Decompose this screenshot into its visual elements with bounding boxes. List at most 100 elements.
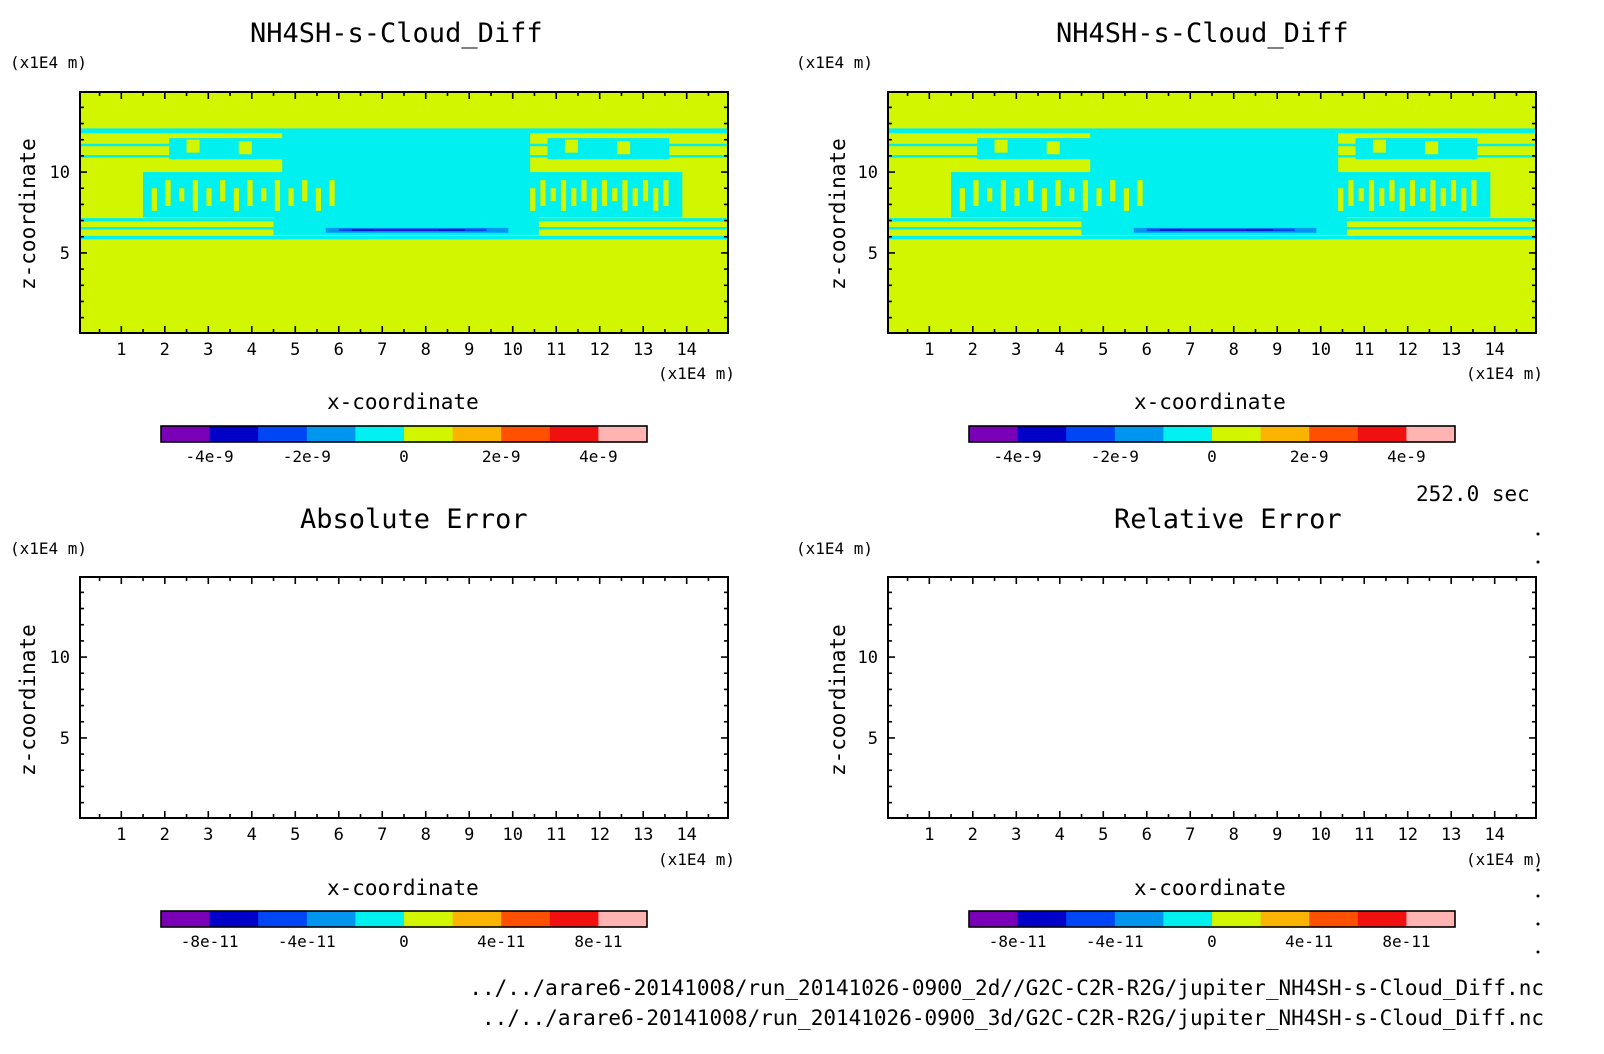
cloud-cell-stripe	[959, 188, 965, 211]
x-tick-label: 2	[160, 340, 170, 360]
colorbar: -8e-11 -4e-11 0 4e-11 8e-11	[160, 910, 648, 951]
cloud-cell-stripe	[302, 180, 308, 202]
panel-1-x-unit: (x1E4 m)	[658, 364, 736, 383]
colorbar-swatch	[1163, 911, 1213, 927]
cloud-cell-stripe	[1440, 188, 1446, 207]
cloud-cell-stripe	[653, 188, 659, 211]
x-tick-label: 14	[676, 825, 696, 845]
x-tick-label: 13	[1441, 825, 1461, 845]
colorbar-swatch	[161, 426, 211, 442]
x-tick-label: 10	[502, 825, 522, 845]
cloud-cell-stripe	[165, 180, 171, 207]
colorbar-swatch	[1017, 426, 1067, 442]
cloud-cell-stripe	[238, 141, 252, 155]
colorbar-swatch	[258, 426, 308, 442]
x-tick-label: 9	[1272, 825, 1282, 845]
contour-fill	[888, 128, 1536, 240]
colorbar-swatch	[161, 911, 211, 927]
cloud-cell-stripe	[329, 180, 335, 207]
cloud-cell-stripe	[1055, 180, 1061, 207]
cloud-cell-stripe	[1014, 188, 1020, 207]
contour-fill	[80, 128, 728, 240]
plot-frame	[79, 91, 729, 334]
panel-4-title: Relative Error	[1114, 504, 1342, 535]
panel-3-x-label: x-coordinate	[327, 876, 479, 900]
cloud-cell-stripe	[1069, 188, 1075, 202]
cloud-cell-stripe	[560, 180, 567, 211]
cloud-cell-stripe	[1028, 180, 1034, 202]
cloud-cell-stripe	[1000, 180, 1006, 211]
plot-area	[80, 577, 728, 818]
cloud-cell-stripe	[550, 188, 556, 202]
cloud-cell-stripe	[642, 180, 649, 202]
x-tick-label: 6	[1142, 825, 1152, 845]
colorbar-swatch	[1309, 426, 1359, 442]
colorbar-label: 8e-11	[574, 932, 622, 951]
cloud-cell-stripe	[973, 180, 979, 207]
colorbar-swatch	[1406, 426, 1456, 442]
colorbar-label: 4e-9	[1387, 447, 1426, 466]
colorbar-swatch	[549, 426, 599, 442]
x-tick-label: 13	[633, 825, 653, 845]
colorbar-swatch	[1309, 911, 1359, 927]
x-tick-label: 8	[421, 340, 431, 360]
cloud-cell-stripe	[1450, 180, 1457, 202]
colorbar-swatch	[1212, 426, 1262, 442]
x-tick-label: 8	[421, 825, 431, 845]
colorbar-swatch	[404, 911, 454, 927]
colorbar-label: 4e-11	[477, 932, 525, 951]
colorbar-swatch	[1066, 426, 1116, 442]
colorbar-swatch	[355, 426, 405, 442]
x-tick-label: 13	[1441, 340, 1461, 360]
panel-3-y-unit: (x1E4 m)	[10, 539, 88, 558]
x-tick-label: 5	[290, 825, 300, 845]
colorbar-swatch	[1212, 911, 1262, 927]
x-tick-label: 4	[1055, 340, 1065, 360]
cloud-cell-stripe	[1379, 188, 1385, 207]
colorbar-label: -8e-11	[181, 932, 239, 951]
colorbar-swatch	[1163, 426, 1213, 442]
negative-band	[373, 229, 439, 231]
margin-dot	[1536, 922, 1540, 926]
time-label: 252.0 sec	[1416, 482, 1530, 506]
x-tick-label: 1	[924, 340, 934, 360]
colorbar-label: 4e-9	[579, 447, 618, 466]
cloud-cell-stripe	[1425, 141, 1439, 155]
x-tick-label: 11	[1354, 340, 1374, 360]
cloud-cell-stripe	[1389, 180, 1395, 202]
cloud-top-band	[80, 128, 728, 134]
colorbar-label: 8e-11	[1382, 932, 1430, 951]
cloud-cell-stripe	[247, 180, 253, 207]
y-tick-label: 10	[50, 648, 70, 668]
colorbar-frame	[160, 425, 648, 443]
panel-2-x-label: x-coordinate	[1134, 390, 1286, 414]
x-tick-label: 9	[464, 825, 474, 845]
colorbar-swatch	[598, 426, 648, 442]
cloud-cell-stripe	[1461, 188, 1467, 211]
x-tick-label: 6	[334, 340, 344, 360]
x-tick-label: 13	[633, 340, 653, 360]
x-tick-label: 10	[1310, 825, 1330, 845]
colorbar-swatch	[1066, 911, 1116, 927]
x-tick-label: 8	[1229, 340, 1239, 360]
colorbar-swatch	[258, 911, 308, 927]
cloud-cell-stripe	[591, 188, 597, 211]
colorbar-label: -4e-9	[994, 447, 1042, 466]
file-path-2d: ../../arare6-20141008/run_20141026-0900_…	[469, 976, 1544, 1000]
colorbar-label: 2e-9	[482, 447, 521, 466]
cloud-cell-stripe	[220, 180, 226, 202]
colorbar-label: 0	[399, 932, 409, 951]
cloud-cell-stripe	[632, 188, 638, 207]
cloud-cell-stripe	[1110, 180, 1116, 202]
x-tick-label: 10	[502, 340, 522, 360]
x-tick-label: 3	[203, 825, 213, 845]
cloud-cell-stripe	[1348, 180, 1354, 207]
cloud-cell-stripe	[1372, 139, 1386, 153]
colorbar-label: 2e-9	[1290, 447, 1329, 466]
x-tick-label: 7	[1185, 825, 1195, 845]
cloud-cell-stripe	[581, 180, 587, 202]
x-tick-label: 4	[247, 340, 257, 360]
colorbar-label: 4e-11	[1285, 932, 1333, 951]
cloud-cell-stripe	[1430, 180, 1436, 211]
panel-3-title: Absolute Error	[300, 504, 528, 535]
